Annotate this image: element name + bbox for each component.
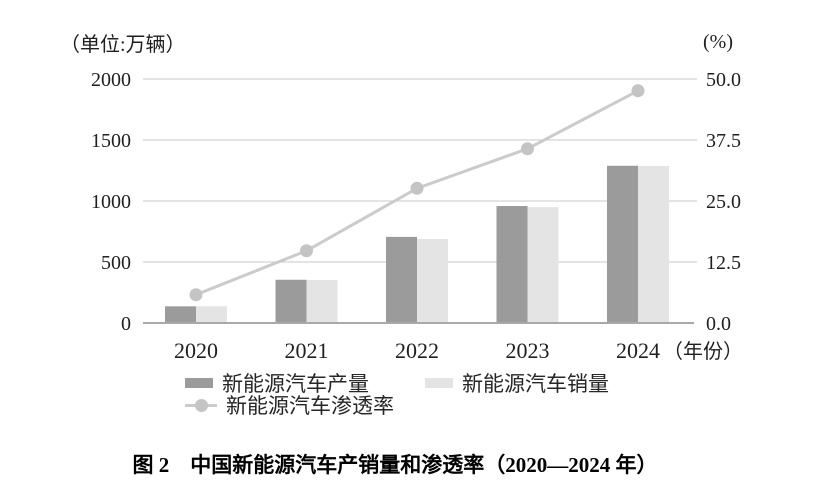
legend-label-production: 新能源汽车产量 — [222, 372, 369, 396]
x-axis-tick-label: 2023 — [506, 338, 550, 363]
production-bar — [607, 165, 638, 323]
x-axis-tick-label: 2022 — [395, 338, 439, 363]
legend-item-penetration: 新能源汽车渗透率 — [185, 394, 394, 418]
penetration-line-swatch — [185, 398, 217, 412]
production-bar — [165, 306, 196, 323]
legend-item-sales: 新能源汽车销量 — [425, 372, 609, 396]
penetration-dot — [410, 181, 424, 195]
sales-bar — [306, 280, 338, 323]
right-axis-tick-label: 50.0 — [706, 69, 741, 91]
x-axis-tick-label: 2020 — [174, 338, 218, 363]
x-axis-tick-label: 2024 — [616, 338, 660, 363]
x-axis-unit-suffix: （年份） — [663, 340, 743, 363]
sales-bar — [638, 166, 669, 323]
left-axis-tick-label: 0 — [121, 313, 131, 335]
sales-bar — [196, 306, 227, 323]
penetration-dot — [631, 84, 645, 98]
x-axis-tick-label: 2021 — [285, 338, 329, 363]
sales-bar — [417, 238, 448, 323]
left-axis-tick-label: 1000 — [91, 191, 131, 213]
sales-bar — [527, 207, 559, 323]
legend-label-sales: 新能源汽车销量 — [462, 372, 609, 396]
left-axis-tick-label: 500 — [101, 252, 131, 274]
left-axis-tick-label: 2000 — [91, 69, 131, 91]
right-axis-tick-label: 37.5 — [706, 130, 741, 152]
left-axis-tick-label: 1500 — [91, 130, 131, 152]
penetration-dot-swatch — [195, 398, 208, 412]
bar-line-chart-plot: 0 0.0 500 12.5 1000 25.0 1500 37.5 2000 50.0 2020 2… — [91, 69, 743, 363]
right-axis-unit-label: (%) — [703, 31, 733, 53]
production-bar-swatch — [185, 378, 213, 388]
penetration-dot — [189, 288, 203, 302]
production-bar — [496, 206, 528, 323]
legend-item-production: 新能源汽车产量 — [185, 372, 369, 396]
production-bar — [386, 236, 417, 323]
left-axis-unit-label: （单位:万辆） — [60, 34, 186, 56]
figure-caption: 图 2 中国新能源汽车产销量和渗透率（2020—2024 年） — [132, 453, 658, 477]
right-axis-tick-label: 12.5 — [706, 252, 741, 274]
production-bar — [275, 279, 307, 323]
right-axis-tick-label: 25.0 — [706, 191, 741, 213]
penetration-dot — [521, 142, 534, 156]
sales-bar-swatch — [425, 378, 453, 388]
right-axis-tick-label: 0.0 — [706, 313, 731, 335]
penetration-dot — [300, 244, 313, 258]
legend-label-penetration: 新能源汽车渗透率 — [226, 394, 394, 418]
